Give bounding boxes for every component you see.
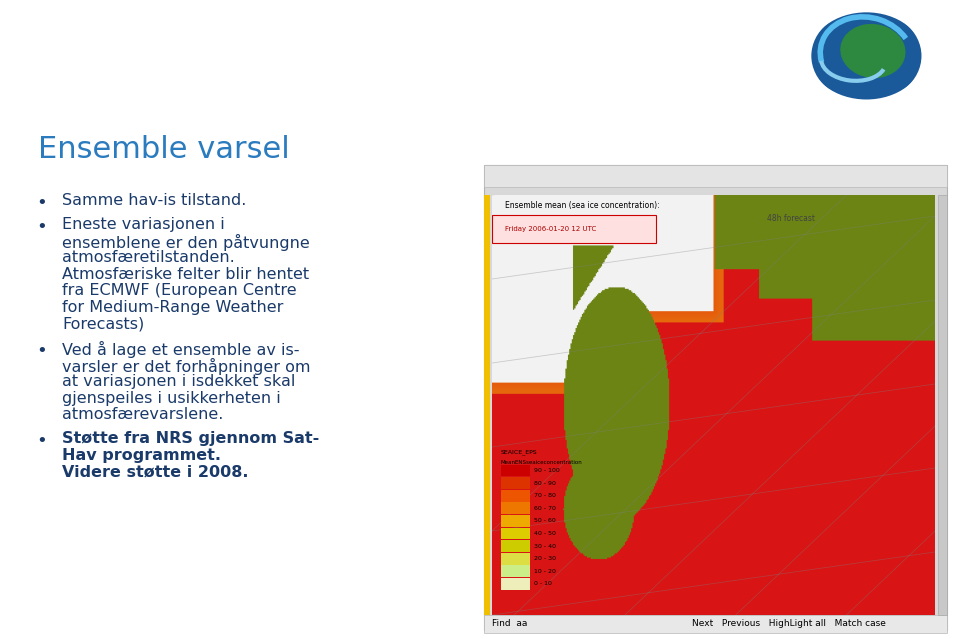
Text: 20 - 30: 20 - 30 xyxy=(534,556,556,561)
Text: 10 - 20: 10 - 20 xyxy=(534,569,556,574)
FancyBboxPatch shape xyxy=(501,578,530,590)
Text: Find  aa: Find aa xyxy=(492,619,527,629)
FancyBboxPatch shape xyxy=(501,465,530,477)
Text: Støtte fra NRS gjennom Sat-: Støtte fra NRS gjennom Sat- xyxy=(62,431,320,447)
Bar xyxy=(484,165,947,187)
FancyBboxPatch shape xyxy=(501,528,530,539)
Text: •: • xyxy=(36,219,47,236)
FancyBboxPatch shape xyxy=(501,553,530,565)
FancyBboxPatch shape xyxy=(501,515,530,527)
Text: MeanENSseaiceconcentration: MeanENSseaiceconcentration xyxy=(501,461,583,465)
Text: 50 - 60: 50 - 60 xyxy=(534,518,556,523)
Text: Ensemble varsel: Ensemble varsel xyxy=(38,135,290,164)
Text: Next   Previous   HighLight all   Match case: Next Previous HighLight all Match case xyxy=(692,619,886,629)
Text: at variasjonen i isdekket skal: at variasjonen i isdekket skal xyxy=(62,374,296,389)
Bar xyxy=(484,615,947,633)
Text: Friday 2006-01-20 12 UTC: Friday 2006-01-20 12 UTC xyxy=(505,226,596,231)
Text: 90 - 100: 90 - 100 xyxy=(534,468,560,473)
Text: Eneste variasjonen i: Eneste variasjonen i xyxy=(62,217,225,233)
Text: Hav programmet.: Hav programmet. xyxy=(62,448,221,463)
Text: •: • xyxy=(36,342,47,360)
Text: Forecasts): Forecasts) xyxy=(62,316,144,332)
Text: Videre støtte i 2008.: Videre støtte i 2008. xyxy=(62,465,249,479)
Ellipse shape xyxy=(811,10,922,102)
Text: for Medium-Range Weather: for Medium-Range Weather xyxy=(62,300,283,315)
Text: 30 - 40: 30 - 40 xyxy=(534,544,556,549)
Text: 48h forecast: 48h forecast xyxy=(767,214,815,223)
Text: ensemblene er den påtvungne: ensemblene er den påtvungne xyxy=(62,234,310,251)
Text: atmosfæretilstanden.: atmosfæretilstanden. xyxy=(62,250,235,265)
FancyBboxPatch shape xyxy=(501,502,530,514)
FancyBboxPatch shape xyxy=(501,566,530,577)
FancyBboxPatch shape xyxy=(492,215,656,243)
Text: fra ECMWF (European Centre: fra ECMWF (European Centre xyxy=(62,284,297,298)
Text: Samme hav-is tilstand.: Samme hav-is tilstand. xyxy=(62,193,247,208)
Text: •: • xyxy=(36,194,47,212)
Bar xyxy=(484,165,947,630)
Text: gjenspeiles i usikkerheten i: gjenspeiles i usikkerheten i xyxy=(62,390,280,406)
Text: Ensemble mean (sea ice concentration):: Ensemble mean (sea ice concentration): xyxy=(505,201,660,210)
Text: 70 - 80: 70 - 80 xyxy=(534,493,556,498)
Bar xyxy=(484,195,490,615)
FancyBboxPatch shape xyxy=(501,477,530,489)
Text: 80 - 90: 80 - 90 xyxy=(534,481,556,486)
FancyBboxPatch shape xyxy=(501,540,530,552)
Text: 40 - 50: 40 - 50 xyxy=(534,531,556,536)
Ellipse shape xyxy=(840,24,905,78)
Text: atmosfærevarslene.: atmosfærevarslene. xyxy=(62,407,224,422)
Text: 60 - 70: 60 - 70 xyxy=(534,506,556,511)
Text: •: • xyxy=(36,433,47,450)
Bar xyxy=(938,195,947,615)
Text: 0 - 10: 0 - 10 xyxy=(534,581,552,587)
Text: Atmosfæriske felter blir hentet: Atmosfæriske felter blir hentet xyxy=(62,267,309,282)
Bar xyxy=(492,195,935,615)
Text: Ved å lage et ensemble av is-: Ved å lage et ensemble av is- xyxy=(62,341,300,358)
Text: SEAICE_EPS: SEAICE_EPS xyxy=(501,449,538,455)
FancyBboxPatch shape xyxy=(501,490,530,502)
Text: varsler er det forhåpninger om: varsler er det forhåpninger om xyxy=(62,357,310,374)
